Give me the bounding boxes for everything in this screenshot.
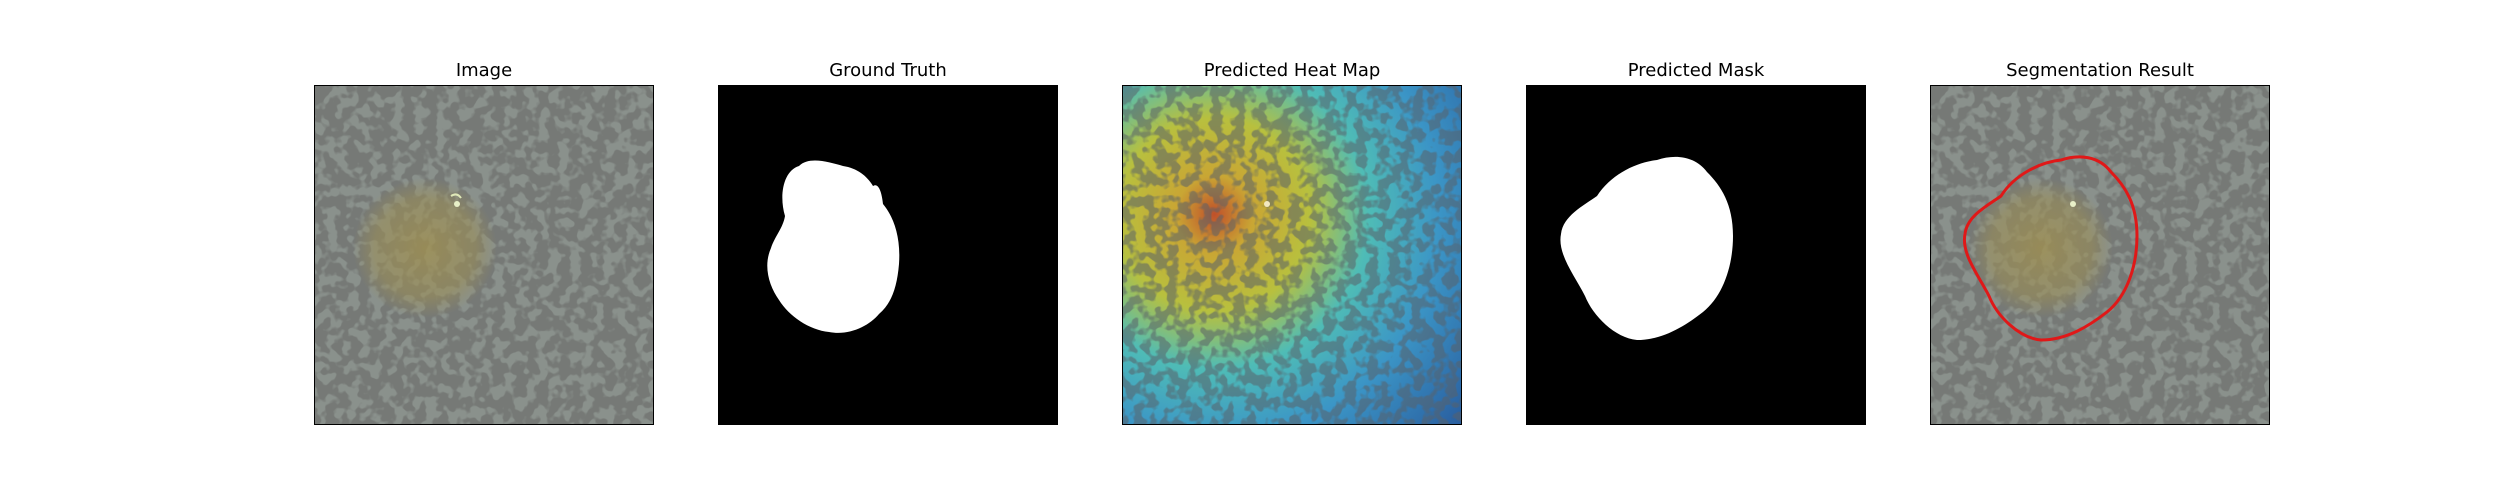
- panel-image: Image: [314, 0, 654, 500]
- predicted-mask: [1527, 86, 1865, 424]
- panel-title-segmentation-result: Segmentation Result: [2006, 60, 2194, 81]
- panel-ground-truth: Ground Truth: [718, 0, 1058, 500]
- image-frame: [314, 85, 654, 425]
- heatmap-overlay: [1123, 86, 1461, 424]
- segmentation-contour: [1962, 155, 2139, 342]
- panel-segmentation-result: Segmentation Result: [1930, 0, 2270, 500]
- segmentation-result-frame: [1930, 85, 2270, 425]
- panel-title-image: Image: [455, 60, 513, 81]
- contour-overlay: [1931, 86, 2269, 424]
- panel-title-predicted-mask: Predicted Mask: [1627, 60, 1765, 81]
- predicted-mask-frame: [1526, 85, 1866, 425]
- ground-truth-frame: [718, 85, 1058, 425]
- panel-predicted-mask: Predicted Mask: [1526, 0, 1866, 500]
- panel-heat-map: Predicted Heat Map: [1122, 0, 1462, 500]
- skin-lesion-photo: [315, 86, 653, 424]
- panel-title-heat-map: Predicted Heat Map: [1203, 60, 1381, 81]
- heat-map-frame: [1122, 85, 1462, 425]
- panel-title-ground-truth: Ground Truth: [829, 60, 947, 81]
- ground-truth-mask: [719, 86, 1057, 424]
